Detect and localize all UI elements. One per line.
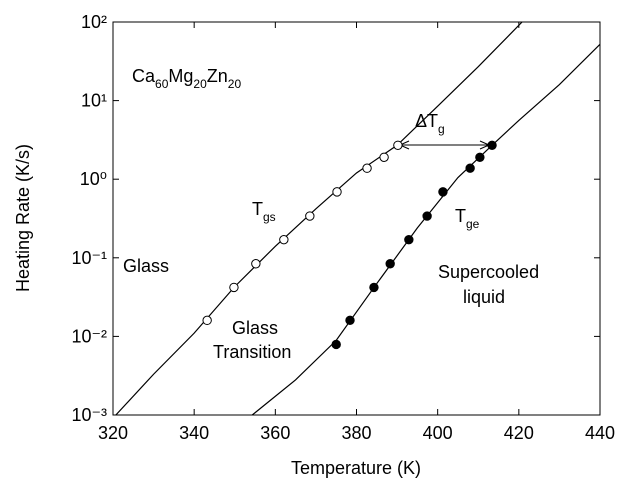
curve (251, 43, 600, 415)
annotation: Glass (232, 318, 278, 338)
y-tick-label: 10⁻² (71, 326, 107, 346)
plot-area (115, 22, 600, 415)
y-tick-label: 10² (81, 12, 107, 32)
open-point (393, 140, 403, 150)
annotation-text: Ca (132, 66, 156, 86)
y-tick-label: 10⁰ (80, 169, 107, 189)
annotation: ΔTg (415, 111, 445, 136)
annotation-text: liquid (463, 287, 505, 307)
x-tick-label: 440 (585, 423, 615, 443)
annotation-text: Zn (207, 66, 228, 86)
x-tick-label: 420 (504, 423, 534, 443)
open-point (202, 315, 212, 326)
annotation-subscript: g (438, 122, 445, 136)
curve (115, 22, 523, 415)
annotation-text: T (252, 199, 263, 219)
annotation-subscript: ge (466, 217, 480, 231)
annotation: Ca60Mg20Zn20 (132, 66, 241, 91)
open-point (332, 187, 342, 197)
annotation-text: ΔT (415, 111, 438, 131)
x-axis-label: Temperature (K) (291, 458, 421, 478)
annotation-text: T (455, 206, 466, 226)
y-tick-label: 10¹ (81, 91, 107, 111)
open-point (305, 211, 315, 221)
annotation-text: Glass (232, 318, 278, 338)
annotation: Tgs (252, 199, 276, 224)
filled-point (345, 315, 355, 326)
filled-point (475, 152, 485, 162)
x-tick-label: 360 (260, 423, 290, 443)
open-point (362, 163, 372, 173)
annotation: Transition (213, 342, 291, 362)
annotation-subscript: 20 (228, 77, 242, 91)
y-axis-label: Heating Rate (K/s) (13, 144, 33, 292)
arrow-heads (399, 140, 490, 150)
x-tick-label: 400 (423, 423, 453, 443)
filled-point (465, 163, 475, 173)
x-tick-label: 340 (179, 423, 209, 443)
annotation-text: Transition (213, 342, 291, 362)
annotation-text: Supercooled (438, 262, 539, 282)
annotation-subscript: gs (263, 210, 276, 224)
open-point (279, 234, 289, 245)
x-tick-label: 320 (98, 423, 128, 443)
filled-point (331, 339, 341, 350)
annotation: Glass (123, 256, 169, 276)
annotation: liquid (463, 287, 505, 307)
filled-point (422, 211, 432, 221)
annotation-subscript: 20 (193, 77, 207, 91)
filled-point (487, 140, 497, 150)
filled-point (438, 187, 448, 197)
filled-point (385, 259, 395, 269)
open-point (229, 282, 239, 293)
x-tick-label: 380 (341, 423, 371, 443)
y-tick-label: 10⁻¹ (71, 248, 107, 268)
open-point (251, 259, 261, 269)
annotation: Supercooled (438, 262, 539, 282)
annotation-text: Glass (123, 256, 169, 276)
delta-arrow (399, 140, 490, 150)
y-tick-label: 10⁻³ (71, 405, 107, 425)
filled-point (404, 234, 414, 245)
open-point (379, 152, 389, 162)
annotation-subscript: 60 (155, 77, 169, 91)
annotation-text: Mg (168, 66, 193, 86)
annotation: Tge (455, 206, 480, 231)
filled-point (369, 282, 379, 293)
